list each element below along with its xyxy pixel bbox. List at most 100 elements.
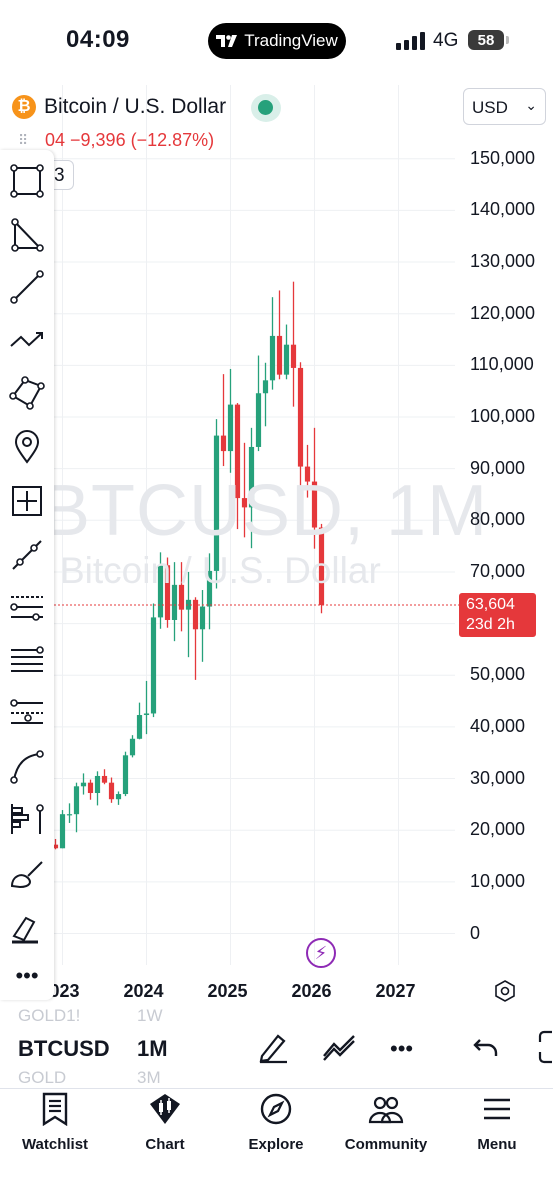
pin-icon[interactable]: [8, 428, 46, 466]
flash-icon[interactable]: ⚡: [306, 938, 336, 968]
chart-watermark-description: Bitcoin / U.S. Dollar: [60, 550, 381, 591]
more-tools-icon[interactable]: •••: [15, 963, 39, 988]
price-axis-label: 70,000: [470, 560, 526, 581]
more-options-icon[interactable]: •••: [390, 1036, 414, 1061]
chart-settings-icon[interactable]: [494, 980, 516, 1002]
symbol-picker[interactable]: BTCUSD: [18, 1036, 110, 1061]
candle: [199, 590, 206, 662]
candle-body: [59, 814, 66, 849]
candle: [220, 374, 227, 467]
last-price-value: 63,604: [466, 595, 515, 613]
candle: [150, 603, 157, 718]
fib-retracement-icon[interactable]: [8, 588, 46, 626]
fib-extension-icon[interactable]: [8, 694, 46, 732]
path-icon[interactable]: [8, 320, 46, 358]
tab-explore-label: Explore: [248, 1136, 304, 1153]
candle: [234, 403, 241, 530]
drawing-toolbar: •••: [0, 150, 54, 1000]
price-axis-label: 80,000: [470, 509, 526, 530]
candle: [276, 290, 283, 380]
candle: [59, 810, 66, 849]
candle: [129, 735, 136, 758]
candle-body: [269, 335, 276, 381]
drag-handle-icon[interactable]: ⠿: [18, 132, 31, 148]
triangle-icon[interactable]: [8, 216, 46, 254]
measure-icon[interactable]: [8, 482, 46, 520]
fullscreen-icon[interactable]: [536, 1030, 553, 1064]
undo-icon[interactable]: [472, 1034, 500, 1060]
ghost-interval-below: 3M: [137, 1068, 161, 1087]
candle-body: [122, 755, 129, 795]
trend-line-icon[interactable]: [8, 268, 46, 306]
candle-body: [66, 814, 73, 816]
price-axis-label: 100,000: [470, 406, 536, 426]
candle-body: [304, 466, 311, 482]
symbol-title[interactable]: Bitcoin / U.S. Dollar: [44, 95, 227, 118]
ghost-interval-above: 1W: [137, 1006, 163, 1025]
tab-bar-divider: [0, 1088, 553, 1089]
candle-body: [199, 606, 206, 630]
indicators-icon[interactable]: [322, 1032, 356, 1062]
price-axis-label: 110,000: [470, 354, 534, 375]
price-axis-label: 30,000: [470, 767, 526, 788]
candle: [52, 838, 59, 850]
time-axis-label: 2027: [375, 981, 416, 1001]
price-axis-label: 50,000: [470, 664, 526, 685]
candle: [80, 773, 87, 795]
chart-grid: [0, 85, 455, 965]
price-axis-label: 10,000: [470, 870, 526, 891]
candle: [318, 523, 325, 614]
polygon-icon[interactable]: [8, 374, 46, 412]
price-axis-label: 140,000: [470, 199, 536, 220]
ray-icon[interactable]: [8, 536, 46, 574]
curve-icon[interactable]: [8, 748, 46, 786]
compass-icon: [260, 1093, 292, 1125]
candle-body: [262, 380, 269, 394]
currency-select[interactable]: USD ⌄: [463, 88, 546, 125]
volume-profile-icon[interactable]: [8, 800, 46, 838]
candle-body: [318, 527, 325, 605]
tab-watchlist-label: Watchlist: [21, 1136, 89, 1153]
tab-explore[interactable]: Explore: [229, 1092, 323, 1162]
candle: [241, 442, 248, 538]
rectangle-icon[interactable]: [8, 162, 46, 200]
price-axis-label: 0: [470, 922, 481, 943]
candle: [255, 355, 262, 452]
bar-countdown: 23d 2h: [466, 615, 515, 633]
pen-icon[interactable]: [256, 1030, 290, 1064]
candle-body: [248, 446, 255, 508]
candle-body: [241, 498, 248, 508]
interval-picker[interactable]: 1M: [137, 1036, 168, 1061]
candle: [115, 791, 122, 805]
tab-chart[interactable]: Chart: [118, 1092, 212, 1162]
candle: [108, 777, 115, 803]
brush-icon[interactable]: [8, 854, 46, 892]
candle: [304, 444, 311, 498]
horizontal-lines-icon[interactable]: [8, 642, 46, 680]
candle-body: [234, 404, 241, 499]
network-type: 4G: [433, 30, 459, 51]
tab-community[interactable]: Community: [336, 1092, 436, 1162]
candle-body: [136, 715, 143, 739]
candle: [143, 680, 150, 735]
watchlist-icon: [42, 1092, 68, 1127]
candle: [87, 779, 94, 800]
bitcoin-logo-icon: ₿: [12, 95, 36, 119]
battery-tip: [506, 36, 509, 44]
market-open-icon[interactable]: [258, 100, 273, 115]
candle-body: [80, 782, 87, 787]
candle: [178, 562, 185, 632]
chart-candle-icon: [150, 1094, 180, 1124]
candle-body: [290, 344, 297, 368]
tradingview-pill[interactable]: TradingView: [208, 23, 346, 59]
tradingview-pill-label: TradingView: [244, 31, 338, 50]
candle: [136, 702, 143, 740]
tab-menu[interactable]: Menu: [450, 1092, 544, 1162]
price-chart[interactable]: [0, 0, 553, 1010]
candle-body: [143, 713, 150, 716]
highlighter-icon[interactable]: [8, 908, 46, 946]
candle-body: [164, 565, 171, 620]
price-axis-label: 20,000: [470, 819, 526, 840]
candle-body: [73, 786, 80, 815]
tab-watchlist[interactable]: Watchlist: [8, 1092, 102, 1162]
